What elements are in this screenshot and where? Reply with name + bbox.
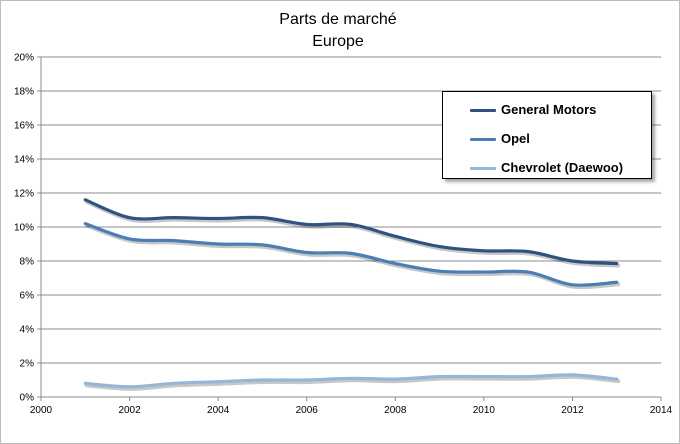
y-tick-label: 20% — [14, 53, 34, 64]
legend-label: Chevrolet (Daewoo) — [501, 160, 624, 175]
x-tick-label: 2006 — [296, 405, 319, 416]
legend-swatch — [470, 138, 496, 141]
y-tick-label: 2% — [20, 359, 35, 370]
y-tick-label: 18% — [14, 87, 34, 98]
legend-item: Opel — [443, 129, 651, 149]
x-tick-label: 2002 — [118, 405, 141, 416]
y-tick-label: 4% — [20, 325, 35, 336]
series-lines — [83, 198, 621, 391]
y-tick-label: 0% — [20, 393, 35, 404]
axes: 0% 2% 4% 6% 8% 10% 12% 14% 16% 18% 20% 2000 2002 2004… — [14, 53, 673, 417]
chart-title-line-1: Parts de marché — [279, 11, 396, 28]
y-tick-label: 8% — [20, 257, 35, 268]
series-line-chevrolet-daewoo — [83, 373, 619, 389]
y-tick-label: 6% — [20, 291, 35, 302]
series-shadow-opel — [84, 223, 621, 290]
series-shadow-general-motors — [84, 199, 621, 268]
x-tick-label: 2000 — [30, 405, 53, 416]
series-line-opel — [83, 222, 619, 287]
legend-swatch — [470, 167, 496, 170]
x-tick-label: 2012 — [561, 405, 584, 416]
series-line-general-motors — [83, 198, 619, 266]
y-tick-label: 16% — [14, 121, 34, 132]
y-tick-label: 12% — [14, 189, 34, 200]
legend-item: Chevrolet (Daewoo) — [443, 158, 651, 178]
x-tick-label: 2004 — [207, 405, 230, 416]
y-tick-label: 14% — [14, 155, 34, 166]
y-tick-label: 10% — [14, 223, 34, 234]
x-tick-label: 2008 — [384, 405, 407, 416]
series-shadow-chevrolet-daewoo — [84, 374, 621, 391]
chart-title-line-2: Europe — [312, 33, 364, 50]
x-tick-label: 2014 — [650, 405, 673, 416]
legend: General Motors Opel Chevrolet (Daewoo) — [442, 91, 652, 179]
legend-label: General Motors — [501, 102, 597, 117]
legend-swatch — [470, 109, 496, 112]
legend-label: Opel — [501, 131, 530, 146]
legend-item: General Motors — [443, 100, 651, 120]
x-tick-label: 2010 — [473, 405, 496, 416]
